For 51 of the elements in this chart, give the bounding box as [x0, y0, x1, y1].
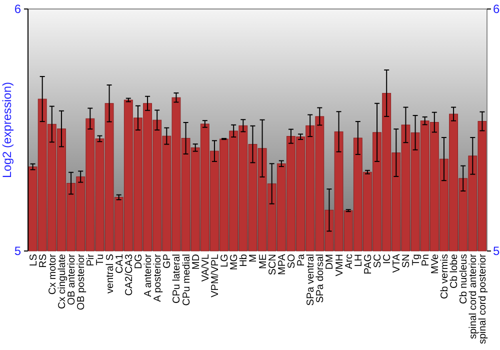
x-tick-label: MVe — [430, 254, 441, 274]
x-tick-label: Pir — [86, 253, 97, 266]
x-tick-label: LH — [353, 254, 364, 267]
x-tick-label: spinal cord posterior — [478, 253, 489, 344]
x-tick-label: VPM/VPL — [210, 254, 221, 298]
x-tick-label: SPa ventral — [306, 254, 317, 306]
x-tick-label: Cx motor — [47, 253, 58, 295]
x-tick-label: MPA — [276, 254, 288, 275]
x-tick-label: CA2/CA3 — [124, 254, 135, 296]
x-tick-label: M — [248, 254, 260, 262]
x-tick-label: Cb vermis — [439, 254, 450, 300]
x-tick-label: DG — [133, 254, 144, 269]
x-tick-label: A posterior — [152, 253, 164, 302]
x-tick-label: SO — [286, 254, 298, 268]
x-tick-label: VA/VL — [200, 254, 212, 282]
x-tick-label: MG — [229, 254, 240, 270]
x-tick-label: spinal cord anterior — [468, 253, 480, 340]
x-tick-label: Hb — [238, 254, 250, 267]
x-tick-label: CPu lateral — [172, 254, 183, 304]
x-tick-label: Cb nucleus — [458, 254, 470, 304]
x-tick-label: DM — [324, 254, 336, 270]
x-tick-label: SPa dorsal — [315, 254, 326, 303]
x-tick-label: SCN — [267, 254, 278, 276]
x-tick-label: Tu — [95, 254, 106, 266]
x-tick-label: ventral S — [104, 254, 116, 294]
x-tick-label: ME — [258, 254, 269, 269]
x-tick-label: Pn — [420, 254, 432, 266]
x-tick-label: A anterior — [143, 253, 154, 297]
y2-tick-label: 6 — [493, 2, 500, 16]
x-tick-label: CPu medial — [181, 254, 192, 306]
x-tick-label: VMH — [334, 254, 346, 276]
x-tick-label: CA1 — [114, 254, 126, 274]
x-tick-label: Cb lobe — [449, 254, 460, 288]
x-tick-label: GP — [162, 254, 174, 268]
x-tick-label: MD — [190, 254, 202, 270]
x-tick-label: Pa — [296, 254, 308, 266]
x-tick-label: Arc — [344, 254, 355, 269]
x-tick-label: OB posterior — [76, 253, 88, 310]
x-tick-label: OB anterior — [66, 253, 78, 306]
x-tick-label: LS — [28, 254, 40, 266]
x-tick-label: SC — [372, 254, 384, 268]
x-tick-label: PAG — [362, 254, 374, 274]
x-tick-label: IC — [382, 254, 394, 264]
y2-tick-label: 5 — [493, 244, 500, 258]
x-tick-label: LG — [220, 254, 231, 268]
x-tick-label: Tg — [410, 254, 422, 266]
x-tick-label: Cx cingulate — [56, 254, 68, 310]
y-axis-title: Log2 (expression) — [0, 82, 14, 178]
x-tick-label: VTA — [392, 254, 403, 273]
x-tick-label: RS — [38, 254, 49, 268]
x-tick-label: SN — [401, 254, 412, 268]
